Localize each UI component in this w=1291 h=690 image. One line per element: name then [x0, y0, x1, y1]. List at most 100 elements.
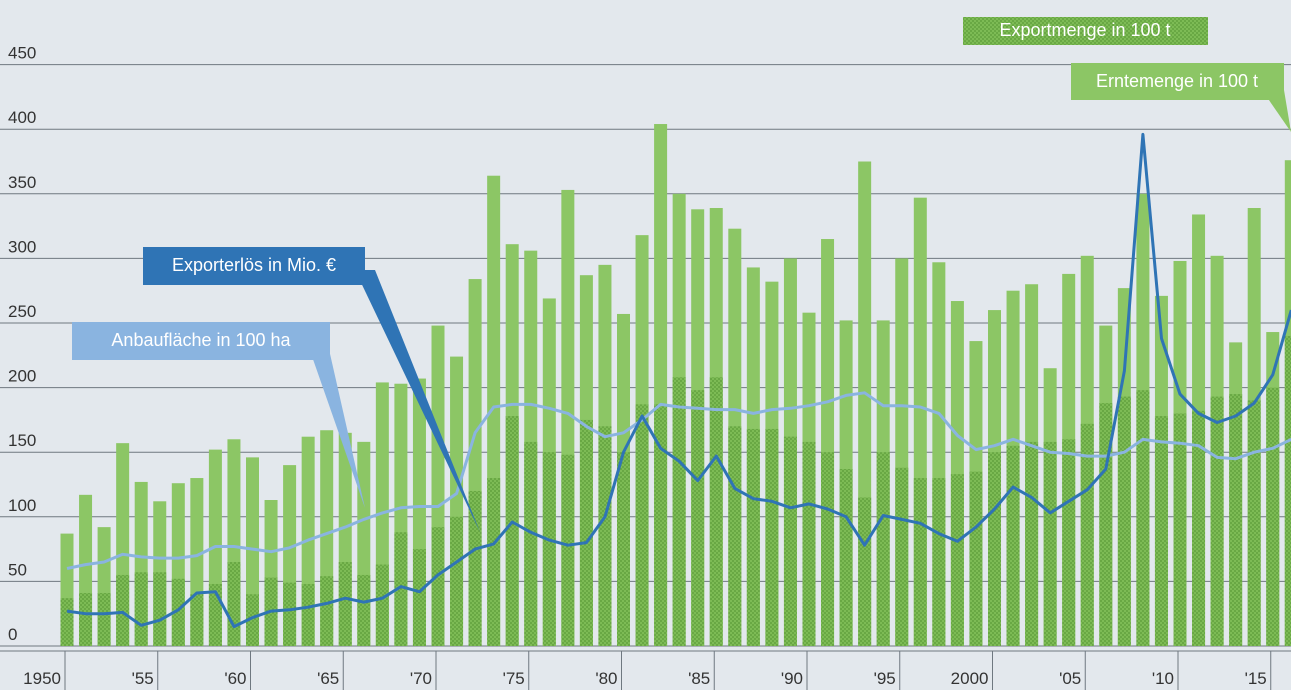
- bar: [283, 582, 297, 646]
- bar: [932, 478, 946, 646]
- bar: [60, 598, 74, 646]
- y-tick-label: 400: [8, 108, 36, 127]
- y-tick-label: 450: [8, 44, 36, 63]
- bar: [153, 572, 167, 646]
- legend-label: Erntemenge in 100 t: [1096, 71, 1258, 91]
- y-tick-label: 150: [8, 431, 36, 450]
- bar: [97, 593, 111, 646]
- bar: [988, 452, 1001, 646]
- bar: [672, 377, 686, 646]
- legend-box: [72, 322, 330, 360]
- bar: [1043, 441, 1057, 646]
- bar: [1173, 413, 1187, 646]
- bar: [1266, 387, 1280, 646]
- bar: [913, 478, 927, 646]
- bar: [858, 497, 872, 646]
- bar: [375, 564, 389, 646]
- legend-pointer: [1262, 90, 1291, 132]
- bar: [1284, 335, 1291, 646]
- y-tick-label: 350: [8, 173, 36, 192]
- bar: [1192, 410, 1206, 646]
- bar: [765, 428, 779, 646]
- bar: [450, 516, 464, 646]
- bar: [635, 404, 649, 646]
- bar: [505, 416, 519, 646]
- bar: [1099, 403, 1113, 646]
- x-tick-label: '80: [595, 669, 617, 688]
- bar: [895, 467, 909, 646]
- bar: [1080, 423, 1094, 646]
- bar: [598, 426, 612, 646]
- bar: [969, 471, 983, 646]
- bar: [617, 452, 630, 646]
- bar: [320, 576, 334, 646]
- x-tick-label: '70: [410, 669, 432, 688]
- bar: [1006, 445, 1020, 646]
- bar: [1247, 400, 1261, 646]
- x-tick-label: '60: [224, 669, 246, 688]
- bar: [579, 419, 593, 646]
- x-tick-label: '15: [1245, 669, 1267, 688]
- x-tick-label: 1950: [23, 669, 61, 688]
- bar: [709, 377, 723, 646]
- legend-label: Exportmenge in 100 t: [999, 20, 1170, 40]
- bar: [227, 562, 241, 646]
- bar: [1229, 394, 1243, 646]
- x-tick-label: '90: [781, 669, 803, 688]
- bar: [746, 428, 760, 646]
- bar: [1136, 390, 1150, 646]
- bar: [839, 468, 853, 646]
- legend: Exportmenge in 100 t Erntemenge in 100 t…: [72, 17, 1291, 532]
- x-tick-label: '10: [1152, 669, 1174, 688]
- bar: [950, 474, 964, 646]
- bar: [1154, 416, 1168, 646]
- x-tick-label: '75: [503, 669, 525, 688]
- x-tick-label: '05: [1059, 669, 1081, 688]
- legend-box: [1071, 63, 1284, 100]
- bar: [524, 441, 538, 646]
- bar: [301, 583, 315, 646]
- bar: [431, 527, 445, 646]
- bar: [338, 562, 352, 646]
- legend-pointer: [355, 270, 480, 532]
- y-tick-label: 300: [8, 237, 36, 256]
- bar: [1062, 439, 1076, 646]
- y-tick-label: 0: [8, 625, 17, 644]
- line: [66, 391, 1291, 570]
- bar: [487, 478, 501, 646]
- lines: [66, 132, 1291, 629]
- bar: [691, 390, 705, 646]
- x-tick-label: '95: [874, 669, 896, 688]
- bar: [116, 574, 130, 646]
- bar: [876, 452, 890, 646]
- bar: [171, 578, 185, 646]
- x-tick-label: '55: [132, 669, 154, 688]
- line: [66, 132, 1291, 629]
- bar: [728, 426, 742, 646]
- legend-pointer: [308, 345, 365, 508]
- bar: [468, 490, 482, 646]
- x-tick-label: '65: [317, 669, 339, 688]
- bar: [654, 404, 668, 646]
- bar: [246, 594, 259, 646]
- legend-box: [143, 247, 365, 285]
- bar: [79, 593, 93, 646]
- bar: [412, 549, 426, 646]
- bar: [134, 572, 148, 646]
- legend-label: Exporterlös in Mio. €: [172, 255, 336, 275]
- x-tick-label: '85: [688, 669, 710, 688]
- bar: [1117, 396, 1131, 646]
- y-tick-label: 100: [8, 496, 36, 515]
- legend-box: [963, 17, 1208, 45]
- bar: [1025, 441, 1039, 646]
- bar: [821, 452, 835, 646]
- bar: [802, 441, 816, 646]
- bar: [190, 594, 204, 646]
- bar: [783, 436, 797, 646]
- bar: [1210, 396, 1224, 646]
- bar: [357, 574, 371, 646]
- bar: [542, 452, 556, 646]
- y-tick-label: 50: [8, 560, 27, 579]
